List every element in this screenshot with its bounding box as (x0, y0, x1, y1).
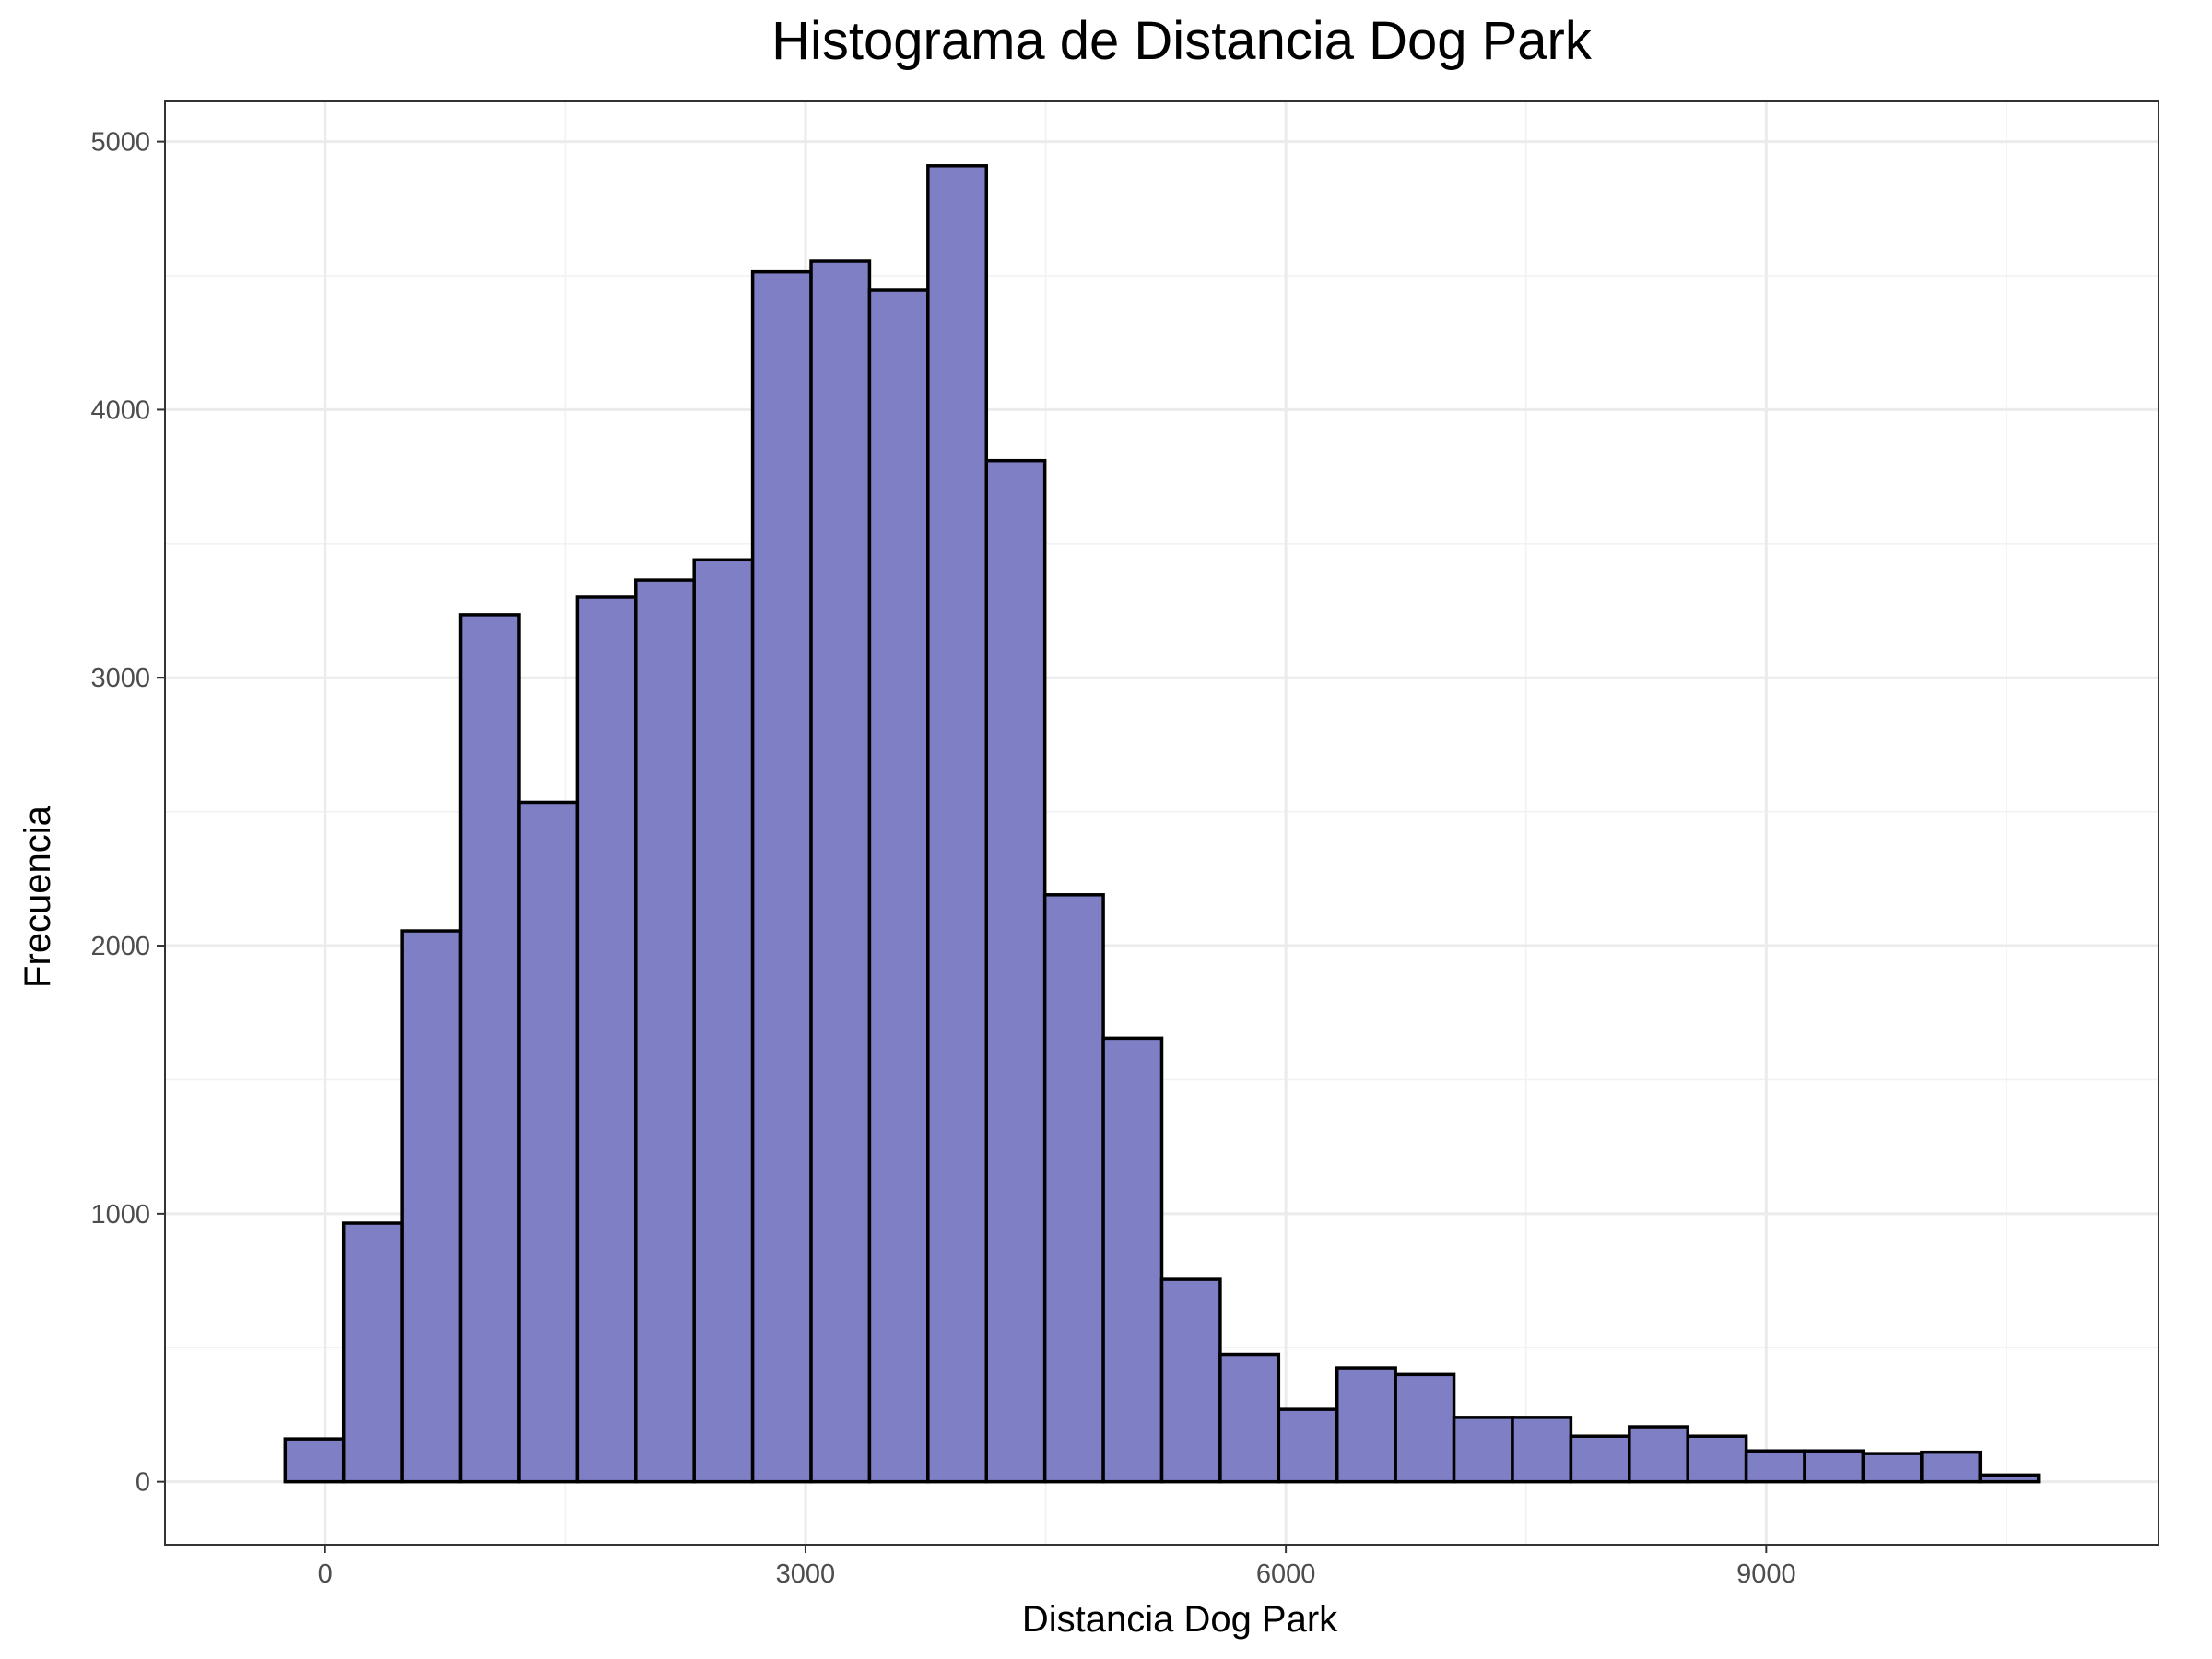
histogram-bar (1394, 1372, 1456, 1484)
y-tick-label: 0 (135, 1468, 150, 1498)
histogram-bar (517, 800, 580, 1484)
y-tick-label: 1000 (90, 1200, 150, 1230)
histogram-bar (1277, 1407, 1339, 1484)
y-tick-label: 4000 (90, 395, 150, 425)
histogram-bar (926, 164, 989, 1484)
x-tick-label: 6000 (1256, 1559, 1316, 1589)
y-tick-label: 2000 (90, 932, 150, 961)
axis-ticks: 0 3000 6000 9000 0 1000 2000 3000 4000 5000 (90, 128, 1795, 1589)
histogram-bar (867, 288, 930, 1484)
histogram-bar (1101, 1036, 1164, 1484)
histogram-bar (1628, 1425, 1689, 1484)
y-axis-title: Frecuencia (18, 805, 58, 988)
histogram-bar (1335, 1366, 1397, 1484)
histogram-bar (1978, 1473, 2041, 1484)
histogram-bar (458, 613, 521, 1484)
histogram-bar (1920, 1450, 1983, 1484)
y-tick-label: 3000 (90, 664, 150, 693)
y-tick-label: 5000 (90, 128, 150, 158)
x-tick-label: 3000 (776, 1559, 836, 1589)
histogram-bar (575, 595, 638, 1484)
histogram-bar (1803, 1449, 1865, 1484)
histogram-bar (692, 558, 755, 1484)
histogram-bar (1861, 1452, 1924, 1484)
x-tick-label: 9000 (1736, 1559, 1796, 1589)
histogram-bar (1452, 1416, 1514, 1484)
histogram-bar (1042, 893, 1105, 1484)
histogram-bar (1686, 1434, 1748, 1484)
histogram-bar (1511, 1416, 1573, 1484)
histogram-bar (1744, 1449, 1806, 1484)
histogram-bar (341, 1221, 404, 1484)
histogram-bar (984, 458, 1047, 1484)
histogram-bar (634, 578, 696, 1484)
chart-title: Histograma de Distancia Dog Park (771, 11, 1593, 71)
x-tick-label: 0 (318, 1559, 333, 1589)
histogram-bar (400, 929, 463, 1484)
histogram-bar (283, 1437, 346, 1484)
histogram-bar (750, 269, 813, 1484)
histogram-bar (809, 259, 872, 1484)
histogram-bar (1159, 1277, 1222, 1484)
histogram-bars (283, 164, 2041, 1484)
histogram-bar (1218, 1352, 1281, 1484)
plot-panel-border (164, 100, 2159, 1546)
histogram-bar (1569, 1434, 1631, 1484)
x-axis-title: Distancia Dog Park (1022, 1599, 1338, 1640)
